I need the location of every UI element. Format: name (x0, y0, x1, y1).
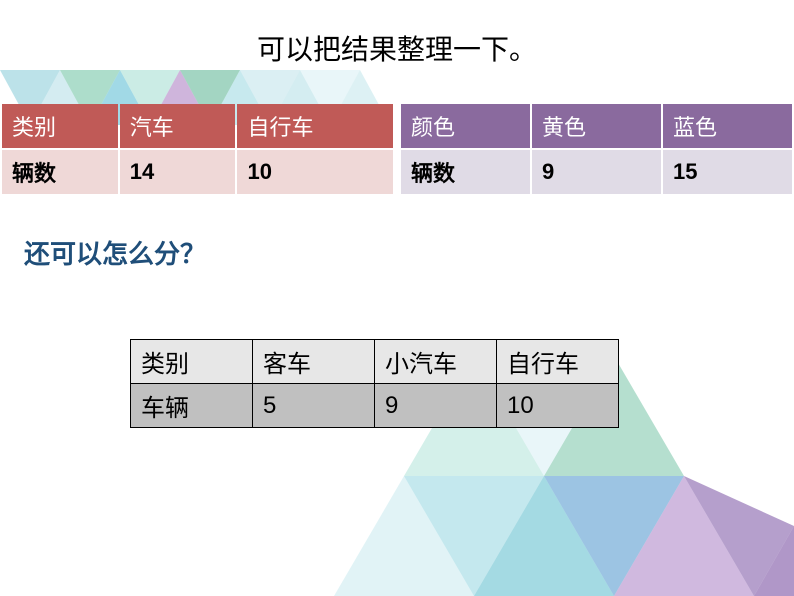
th: 自行车 (497, 340, 619, 384)
cell: 9 (375, 384, 497, 428)
row-label: 辆数 (401, 150, 530, 194)
th: 自行车 (237, 104, 393, 148)
table-detailed-type: 类别 客车 小汽车 自行车 车辆 5 9 10 (130, 339, 619, 428)
cell: 14 (120, 150, 236, 194)
top-tables-row: 类别 汽车 自行车 辆数 14 10 颜色 黄色 蓝色 辆数 9 15 (0, 102, 794, 196)
cell: 10 (497, 384, 619, 428)
th: 小汽车 (375, 340, 497, 384)
table-by-color: 颜色 黄色 蓝色 辆数 9 15 (399, 102, 794, 196)
th: 客车 (253, 340, 375, 384)
row-label: 车辆 (131, 384, 253, 428)
th: 类别 (2, 104, 118, 148)
th: 类别 (131, 340, 253, 384)
th: 颜色 (401, 104, 530, 148)
table-by-type: 类别 汽车 自行车 辆数 14 10 (0, 102, 395, 196)
cell: 9 (532, 150, 661, 194)
cell: 10 (237, 150, 393, 194)
cell: 15 (663, 150, 792, 194)
th: 黄色 (532, 104, 661, 148)
th: 蓝色 (663, 104, 792, 148)
page-title: 可以把结果整理一下。 (0, 0, 794, 102)
cell: 5 (253, 384, 375, 428)
subtitle: 还可以怎么分？ (0, 196, 794, 271)
th: 汽车 (120, 104, 236, 148)
row-label: 辆数 (2, 150, 118, 194)
